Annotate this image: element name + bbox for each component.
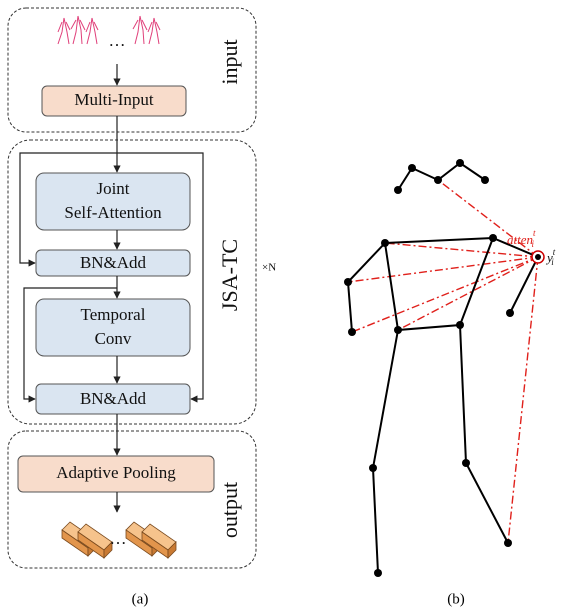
text: t [533, 228, 536, 238]
output-label: output [217, 482, 242, 538]
multi-input-label: Multi-Input [74, 90, 154, 109]
pooling-box [17, 455, 215, 493]
pooling-label: Adaptive Pooling [56, 463, 176, 482]
skip-arrow [23, 287, 117, 403]
joint-attention-label: Joint [96, 179, 129, 198]
block-label: JSA-TC [217, 239, 242, 311]
text: y [545, 250, 553, 265]
attention-label: attent i [507, 228, 536, 249]
text: i [532, 239, 535, 249]
ellipsis: … [109, 31, 126, 50]
temporal-conv-box [35, 298, 191, 357]
ellipsis: … [110, 529, 127, 548]
joint-attention-box [35, 172, 191, 231]
temporal-conv-label: Temporal [81, 305, 146, 324]
caption: (a) [132, 591, 149, 607]
text: i [551, 257, 554, 267]
bn-add-label: BN&Add [80, 253, 147, 272]
temporal-conv-label: Conv [95, 329, 132, 348]
output-features [61, 521, 177, 559]
text: atten [507, 232, 533, 247]
node-label: yt i [545, 247, 556, 267]
skeleton [344, 159, 545, 577]
block-group [7, 139, 257, 425]
bn-add-label: BN&Add [80, 389, 147, 408]
skip-arrow [117, 152, 204, 403]
joint-attention-label: Self-Attention [64, 203, 162, 222]
bn-add-box [35, 383, 191, 415]
repeat-label: ×N [262, 262, 276, 274]
output-group [7, 430, 257, 569]
input-group [7, 7, 257, 133]
caption: (b) [447, 591, 465, 607]
skip-arrow [19, 152, 117, 267]
text: t [553, 247, 556, 257]
input-label: input [217, 39, 242, 84]
bn-add-box [35, 249, 191, 277]
input-skeletons [57, 15, 161, 45]
multi-input-box [41, 85, 187, 117]
